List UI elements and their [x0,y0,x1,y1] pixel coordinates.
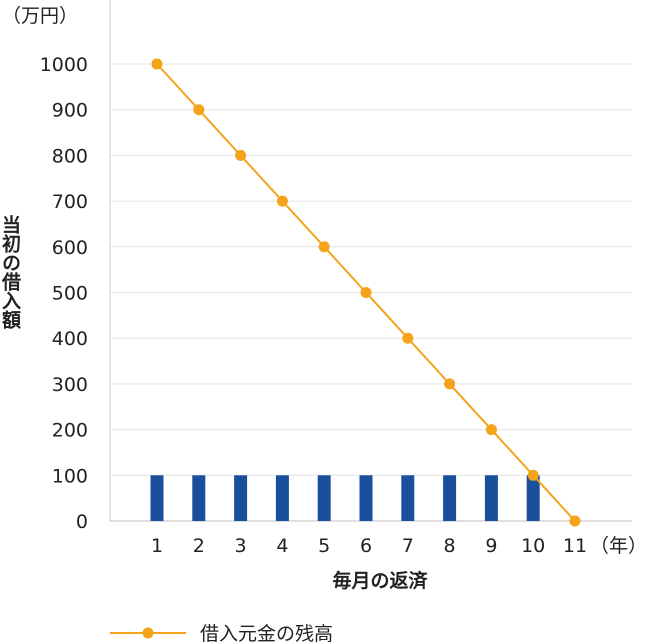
y-tick-label: 200 [52,420,88,442]
y-tick-label: 600 [52,237,88,259]
x-tick-label: 6 [360,535,372,557]
y-tick-label: 500 [52,283,88,305]
y-unit-label: （万円） [2,5,78,27]
y-tick-label: 100 [52,465,88,487]
x-tick-label: 1 [151,535,163,557]
bar [275,475,289,521]
bar [359,475,373,521]
line-point [444,378,456,390]
bar [317,475,331,521]
y-tick-label: 0 [76,511,88,533]
y-tick-label: 800 [52,145,88,167]
y-tick-label: 900 [52,100,88,122]
line-point [276,195,288,207]
legend-label: 借入元金の残高 [200,623,333,644]
line-point [193,104,205,116]
line-point [569,515,581,527]
bar [484,475,498,521]
x-tick-label: 10 [521,535,545,557]
bar [443,475,457,521]
bar [234,475,248,521]
line-point [151,58,163,70]
legend: 借入元金の残高 [110,623,333,644]
bar [401,475,415,521]
x-tick-labels: 1 2 3 4 5 6 7 8 9 10 11 [151,535,587,557]
line-series [151,58,581,527]
x-tick-label: 7 [402,535,414,557]
line-point [318,241,330,253]
x-tick-label: 2 [193,535,205,557]
y-tick-label: 300 [52,374,88,396]
x-axis-title: 毎月の返済 [332,569,428,592]
y-tick-label: 1000 [40,54,88,76]
line-point [360,287,372,298]
y-tick-label: 700 [52,191,88,213]
line-point [235,149,247,161]
x-unit-label: （年） [590,535,647,557]
x-tick-label: 5 [318,535,330,557]
y-axis-title: 当初の借入額 [0,214,22,330]
bars [150,475,540,521]
y-tick-label: 400 [52,328,88,350]
x-tick-label: 11 [563,535,587,557]
line-point [485,424,497,436]
bar [150,475,164,521]
legend-marker [142,627,154,639]
x-tick-label: 8 [444,535,456,557]
x-tick-label: 4 [276,535,288,557]
grid-lines [110,63,632,476]
y-tick-labels: 0 100 200 300 400 500 600 700 800 900 1000 [40,54,88,533]
x-tick-label: 9 [485,535,497,557]
x-tick-label: 3 [235,535,247,557]
bar [526,475,540,521]
line-point [402,332,414,344]
bar [192,475,206,521]
line-point [527,469,539,481]
